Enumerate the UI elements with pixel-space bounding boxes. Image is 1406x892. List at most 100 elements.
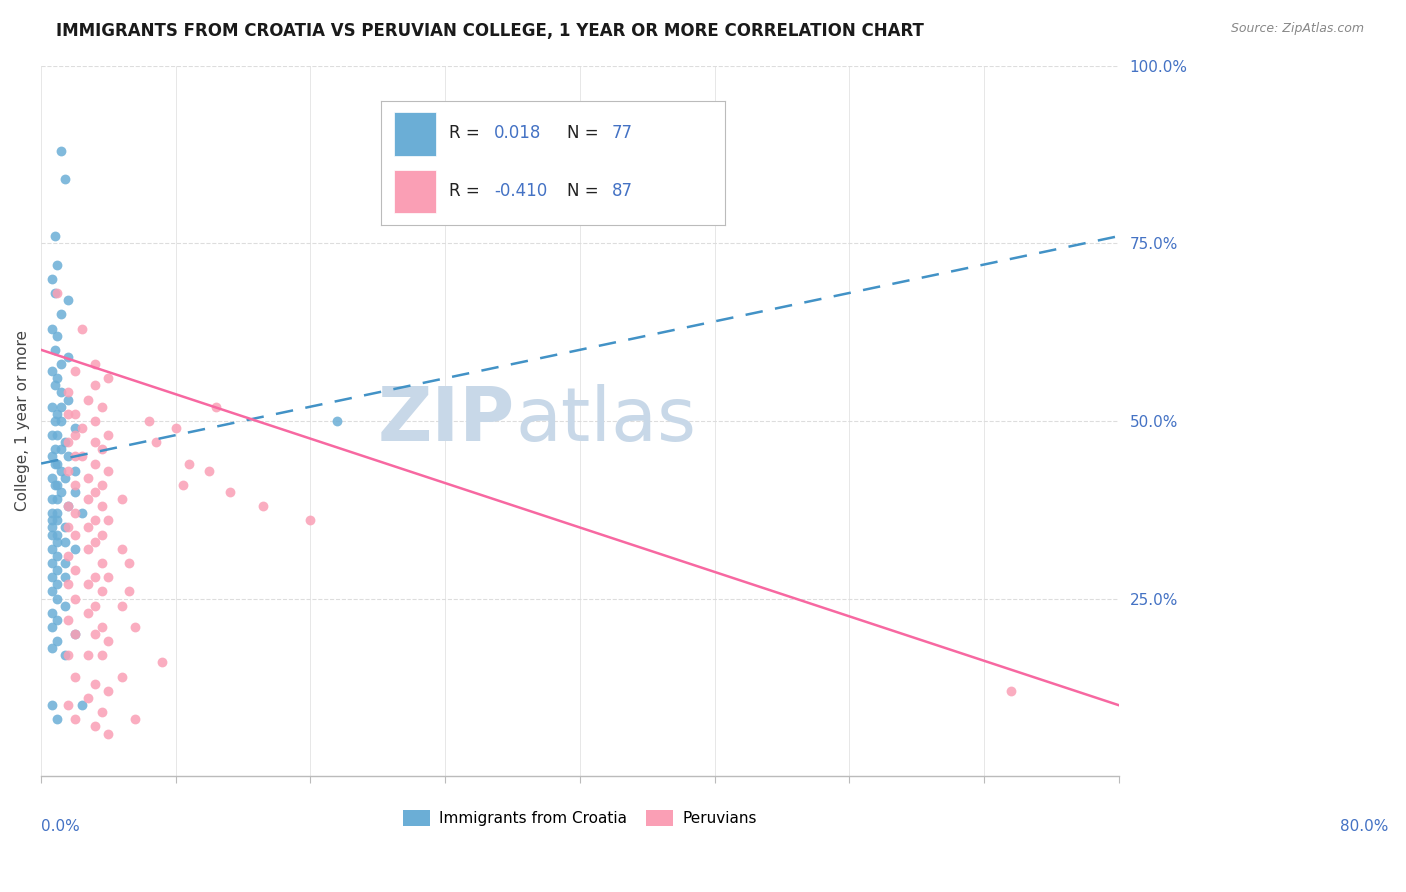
Point	[63, 464, 86, 478]
Point	[299, 513, 322, 527]
Point	[63, 712, 86, 726]
Point	[63, 627, 86, 641]
Point	[111, 670, 134, 684]
Point	[41, 556, 63, 570]
Point	[53, 599, 76, 613]
Point	[41, 520, 63, 534]
Point	[46, 513, 69, 527]
Text: IMMIGRANTS FROM CROATIA VS PERUVIAN COLLEGE, 1 YEAR OR MORE CORRELATION CHART: IMMIGRANTS FROM CROATIA VS PERUVIAN COLL…	[56, 22, 924, 40]
Point	[63, 407, 86, 421]
Point	[51, 357, 73, 371]
Point	[41, 471, 63, 485]
Point	[53, 520, 76, 534]
Point	[63, 506, 86, 520]
Point	[63, 527, 86, 541]
Point	[41, 641, 63, 656]
Point	[56, 385, 79, 400]
Point	[53, 556, 76, 570]
Point	[63, 421, 86, 435]
Text: atlas: atlas	[515, 384, 696, 458]
Point	[118, 584, 141, 599]
Text: 0.0%: 0.0%	[41, 819, 80, 834]
Point	[84, 414, 107, 428]
Point	[70, 421, 93, 435]
Point	[77, 491, 100, 506]
Point	[41, 321, 63, 335]
Point	[56, 698, 79, 713]
Point	[41, 513, 63, 527]
Point	[326, 414, 349, 428]
Point	[90, 584, 112, 599]
Point	[63, 591, 86, 606]
Point	[46, 506, 69, 520]
Point	[77, 471, 100, 485]
Point	[51, 400, 73, 414]
Point	[84, 570, 107, 584]
Point	[56, 293, 79, 307]
Point	[90, 478, 112, 492]
Point	[41, 620, 63, 634]
Point	[70, 450, 93, 464]
Point	[84, 534, 107, 549]
Point	[97, 464, 120, 478]
Point	[77, 691, 100, 706]
Point	[41, 364, 63, 378]
Point	[84, 378, 107, 392]
Point	[53, 435, 76, 450]
Point	[46, 591, 69, 606]
Point	[118, 556, 141, 570]
Point	[53, 172, 76, 186]
Point	[46, 328, 69, 343]
Point	[51, 144, 73, 158]
Point	[84, 485, 107, 500]
Point	[44, 478, 66, 492]
Point	[138, 414, 160, 428]
Point	[111, 599, 134, 613]
Point	[77, 648, 100, 663]
Point	[53, 471, 76, 485]
Point	[63, 450, 86, 464]
Point	[1000, 684, 1022, 698]
Point	[150, 656, 173, 670]
Point	[56, 464, 79, 478]
Point	[41, 428, 63, 442]
Point	[84, 457, 107, 471]
Point	[84, 513, 107, 527]
Point	[56, 499, 79, 513]
Point	[90, 442, 112, 457]
Point	[165, 421, 187, 435]
Point	[198, 464, 221, 478]
Point	[97, 726, 120, 740]
Point	[46, 491, 69, 506]
Point	[46, 549, 69, 563]
Point	[172, 478, 194, 492]
Point	[44, 378, 66, 392]
Point	[63, 364, 86, 378]
Point	[53, 534, 76, 549]
Point	[56, 450, 79, 464]
Point	[44, 285, 66, 300]
Point	[46, 527, 69, 541]
Point	[63, 541, 86, 556]
Text: 80.0%: 80.0%	[1340, 819, 1388, 834]
Point	[41, 584, 63, 599]
Point	[63, 485, 86, 500]
Point	[46, 577, 69, 591]
Point	[44, 442, 66, 457]
Point	[77, 541, 100, 556]
Point	[56, 499, 79, 513]
Point	[51, 442, 73, 457]
Point	[205, 400, 228, 414]
Point	[51, 414, 73, 428]
Point	[84, 627, 107, 641]
Point	[63, 428, 86, 442]
Point	[90, 499, 112, 513]
Point	[90, 705, 112, 719]
Point	[46, 478, 69, 492]
Point	[63, 563, 86, 577]
Point	[77, 520, 100, 534]
Point	[56, 549, 79, 563]
Point	[51, 485, 73, 500]
Point	[84, 719, 107, 733]
Point	[44, 414, 66, 428]
